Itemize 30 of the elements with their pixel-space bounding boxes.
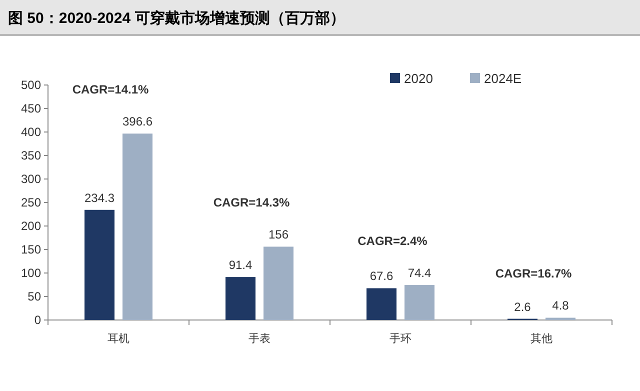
annotation: CAGR=14.1% xyxy=(72,82,150,97)
data-label: 234.3 xyxy=(84,190,115,205)
data-label: 4.8 xyxy=(552,298,570,313)
y-tick-label: 500 xyxy=(20,78,42,92)
data-label: 2.6 xyxy=(514,300,532,314)
annotation: CAGR=2.4% xyxy=(358,234,428,248)
x-tick-label: 其他 xyxy=(530,332,552,345)
data-label: 67.6 xyxy=(370,269,394,284)
y-tick-label: 350 xyxy=(20,148,42,162)
y-tick-label: 0 xyxy=(34,313,42,327)
y-tick-label: 150 xyxy=(20,242,42,256)
y-tick-label: 200 xyxy=(20,219,42,233)
y-tick-label: 450 xyxy=(20,102,42,116)
data-label: 156 xyxy=(268,228,289,242)
legend-label: 2020 xyxy=(404,71,433,86)
legend-label: 2024E xyxy=(484,71,522,86)
x-tick-label: 手表 xyxy=(248,332,270,345)
annotation: CAGR=16.7% xyxy=(495,266,572,281)
y-tick-label: 400 xyxy=(20,125,42,139)
y-tick-label: 50 xyxy=(28,290,42,304)
annotation: CAGR=14.3% xyxy=(213,196,290,210)
x-tick-label: 手环 xyxy=(390,332,412,345)
y-tick-label: 300 xyxy=(20,172,42,186)
title: 图 50：2020-2024 可穿戴市场增速预测（百万部） xyxy=(8,10,345,27)
y-tick-label: 250 xyxy=(20,196,42,210)
x-tick-label: 耳机 xyxy=(108,333,130,345)
y-tick-label: 100 xyxy=(20,266,42,280)
data-label: 396.6 xyxy=(122,114,153,129)
data-label: 74.4 xyxy=(408,266,432,280)
data-label: 91.4 xyxy=(228,258,252,272)
